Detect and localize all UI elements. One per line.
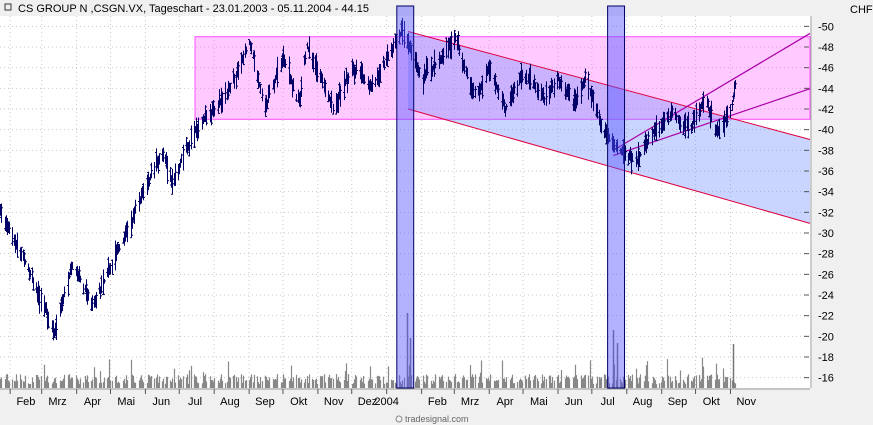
highlight-bands (396, 5, 626, 389)
y-tick-label: -40 (818, 125, 834, 137)
tradesignal-logo-icon (395, 415, 403, 423)
trend-channel (408, 31, 810, 224)
y-tick-label: -44 (818, 83, 834, 95)
y-tick-label: -48 (818, 42, 834, 54)
y-tick-label: -50 (818, 21, 834, 33)
y-tick-label: -34 (818, 187, 834, 199)
x-tick-label: Mai (530, 396, 548, 408)
x-tick-label: Apr (84, 396, 101, 408)
x-tick-label: Mai (117, 396, 135, 408)
channel-upper-line (407, 31, 811, 140)
x-tick-label: Aug (220, 396, 240, 408)
currency-label: CHF (850, 4, 873, 16)
chart-title: CS GROUP N ,CSGN.VX, Tageschart - 23.01.… (18, 3, 369, 15)
y-tick-label: -20 (818, 331, 834, 343)
y-tick-label: -30 (818, 228, 834, 240)
x-tick-label: Dez (358, 396, 378, 408)
highlight-band (396, 5, 415, 389)
x-tick-label: Jul (601, 396, 615, 408)
x-tick-label: Apr (496, 396, 513, 408)
y-tick-label: -32 (818, 207, 834, 219)
y-tick-label: -22 (818, 311, 834, 323)
y-tick-label: -46 (818, 63, 834, 75)
menu-icon[interactable] (4, 3, 12, 11)
channel-lower-line (407, 108, 811, 224)
x-tick-label: Feb (428, 396, 447, 408)
trendline (612, 32, 811, 151)
y-tick-label: -28 (818, 249, 834, 261)
x-tick-label: Jun (152, 396, 170, 408)
y-tick-label: -36 (818, 166, 834, 178)
x-tick-label: Aug (633, 396, 653, 408)
x-tick-label: Nov (324, 396, 344, 408)
y-tick-label: -38 (818, 145, 834, 157)
x-tick-label: Sep (255, 396, 275, 408)
watermark: tradesignal.com (405, 414, 469, 424)
y-tick-label: -24 (818, 290, 834, 302)
x-tick-label: Jul (188, 396, 202, 408)
x-tick-label: Jun (565, 396, 583, 408)
x-tick-label: Okt (703, 396, 720, 408)
y-axis: -16 -18 -20 -22 -24 -26 -28 -30 -32 -34 -36 -38 -40 -… (804, 16, 834, 388)
x-tick-label: Okt (290, 396, 307, 408)
volume-bars (0, 313, 737, 388)
x-tick-label: Nov (736, 396, 756, 408)
x-tick-label: Sep (668, 396, 688, 408)
x-tick-label: Mrz (461, 396, 479, 408)
x-tick-label: Mrz (48, 396, 66, 408)
price-bars (0, 17, 737, 341)
y-tick-label: -42 (818, 104, 834, 116)
x-tick-label: 2004 (374, 396, 398, 408)
highlight-band (607, 5, 626, 389)
x-tick-label: Feb (16, 396, 35, 408)
y-tick-label: -16 (818, 373, 834, 385)
y-tick-label: -18 (818, 352, 834, 364)
y-tick-label: -26 (818, 269, 834, 281)
